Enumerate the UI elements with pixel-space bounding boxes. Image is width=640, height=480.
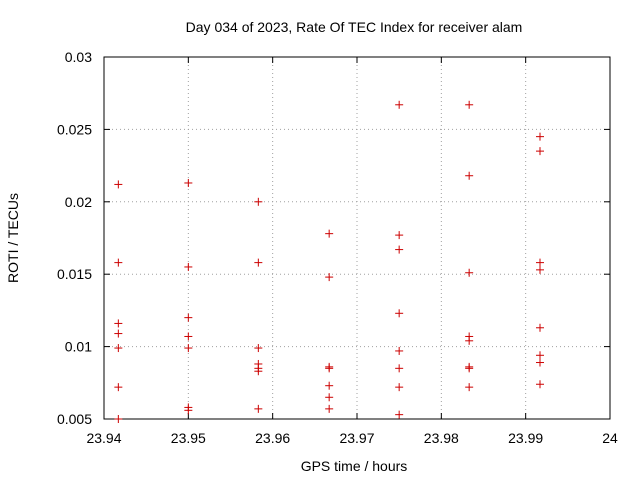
data-point [254,197,263,206]
data-point [395,100,404,109]
y-tick-labels: 0.005 0.01 0.015 0.02 0.025 0.03 [57,49,92,427]
x-axis-label: GPS time / hours [301,458,408,474]
data-point [536,265,545,274]
y-tick-label: 0.005 [57,411,92,427]
data-point [536,323,545,332]
data-point [325,364,334,373]
data-points [114,100,545,423]
x-tick-label: 23.96 [255,430,290,446]
data-point [465,364,474,373]
data-point [254,258,263,267]
data-point [395,346,404,355]
data-point [465,383,474,392]
data-point [184,313,193,322]
y-tick-label: 0.03 [65,49,92,65]
data-point [536,358,545,367]
data-point [184,178,193,187]
data-point [114,319,123,328]
grid-lines [104,57,610,419]
data-point [325,393,334,402]
x-tick-label: 24 [602,430,618,446]
data-point [536,380,545,389]
data-point [536,258,545,267]
data-point [536,351,545,360]
data-point [395,410,404,419]
data-point [254,367,263,376]
y-tick-label: 0.015 [57,266,92,282]
data-point [254,344,263,353]
data-point [184,406,193,415]
data-point [465,268,474,277]
data-point [254,404,263,413]
data-point [184,262,193,271]
data-point [114,344,123,353]
data-point [184,344,193,353]
x-tick-label: 23.98 [424,430,459,446]
data-point [325,404,334,413]
data-point [325,273,334,282]
x-tick-labels: 23.94 23.95 23.96 23.97 23.98 23.99 24 [86,430,618,446]
data-point [114,329,123,338]
x-tick-label: 23.94 [86,430,121,446]
data-point [395,309,404,318]
data-point [395,231,404,240]
data-point [114,415,123,423]
data-point [114,258,123,267]
data-point [395,383,404,392]
data-point [536,132,545,141]
data-point [465,336,474,345]
data-point [465,171,474,180]
data-point [114,180,123,189]
data-point [395,245,404,254]
data-point [536,147,545,156]
y-axis-label: ROTI / TECUs [5,193,21,283]
data-point [325,229,334,238]
data-point [465,100,474,109]
y-tick-label: 0.025 [57,121,92,137]
chart-title: Day 034 of 2023, Rate Of TEC Index for r… [186,19,523,35]
y-tick-label: 0.01 [65,339,92,355]
y-tick-label: 0.02 [65,194,92,210]
x-tick-label: 23.95 [171,430,206,446]
data-point [184,332,193,341]
data-point [325,381,334,390]
x-tick-label: 23.97 [339,430,374,446]
x-tick-label: 23.99 [508,430,543,446]
data-point [395,364,404,373]
data-point [114,383,123,392]
axis-ticks [103,56,611,420]
